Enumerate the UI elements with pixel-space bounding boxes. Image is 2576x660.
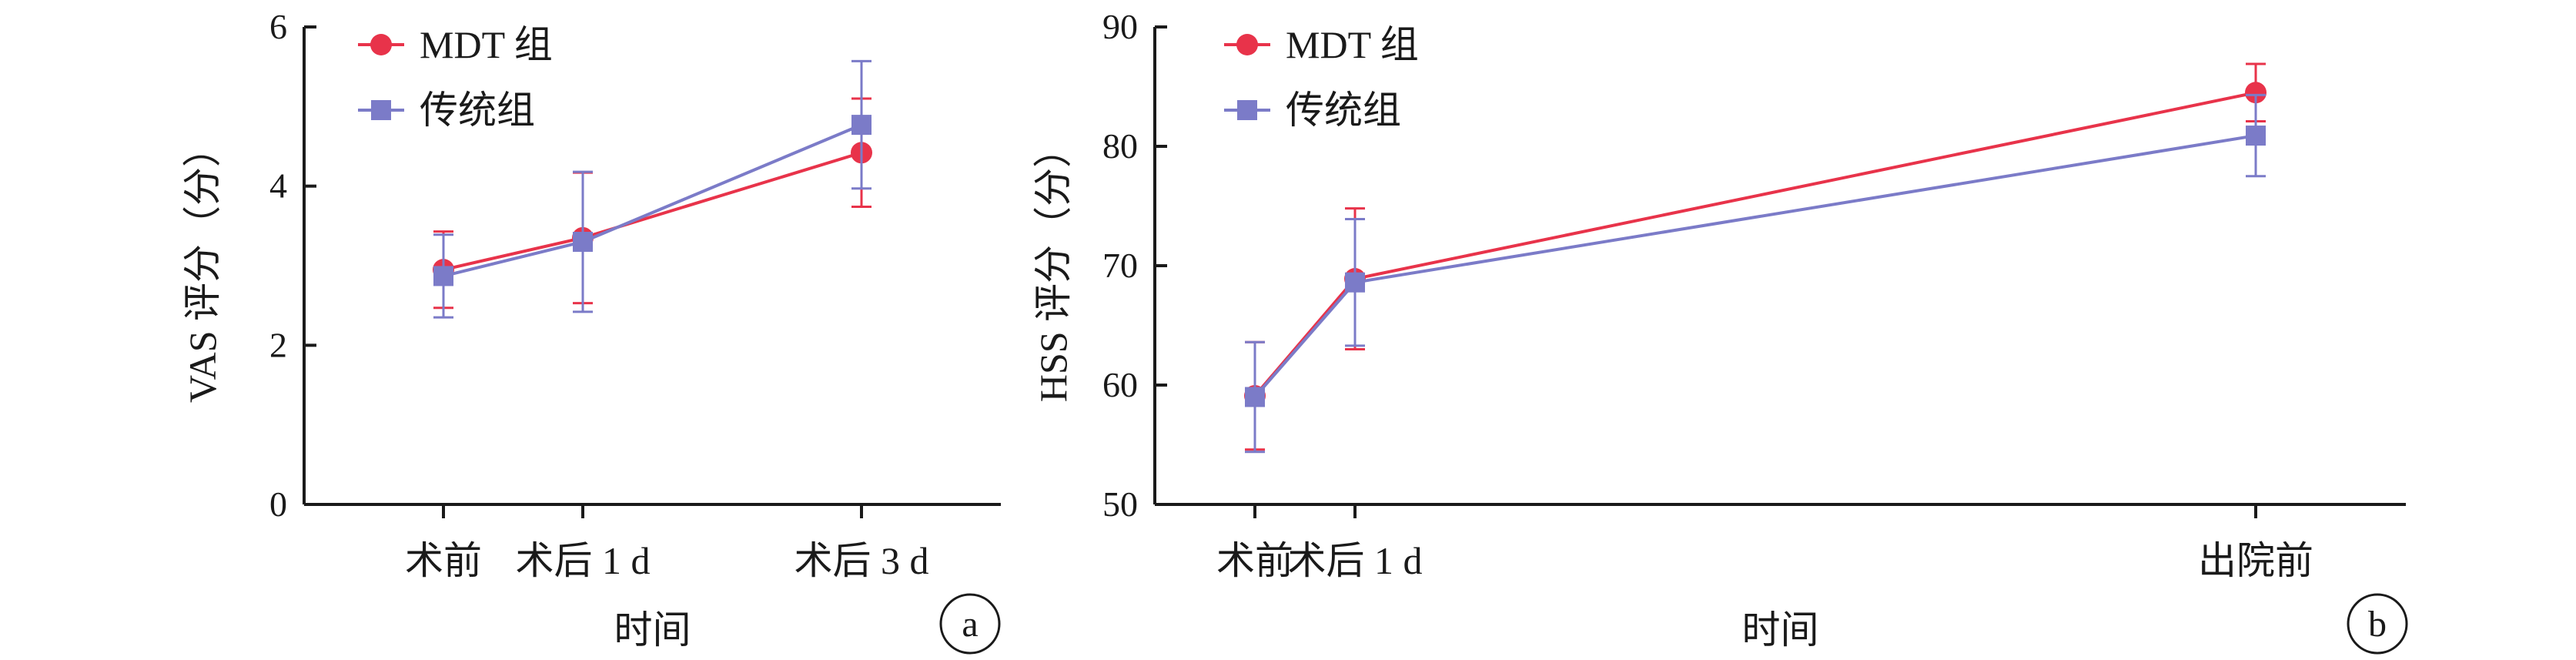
legend-label: MDT 组 <box>1286 23 1419 66</box>
series-traditional <box>1245 93 2266 454</box>
x-tick-label: 术后 3 d <box>795 539 929 582</box>
legend-item: 传统组 <box>358 89 535 132</box>
x-tick-label: 术后 1 d <box>1288 539 1423 582</box>
y-tick-label: 6 <box>269 7 287 46</box>
series-traditional <box>433 59 871 319</box>
data-point <box>1345 272 1365 293</box>
data-point <box>2246 126 2266 146</box>
x-tick-label: 术前 <box>1216 539 1293 582</box>
panel-letter: b <box>2368 604 2387 645</box>
x-tick-label: 出院前 <box>2198 539 2313 582</box>
legend-label: 传统组 <box>1286 89 1401 132</box>
legend-marker <box>1236 34 1258 55</box>
y-tick-label: 90 <box>1102 7 1138 46</box>
y-tick-label: 80 <box>1102 126 1138 166</box>
y-tick-label: 60 <box>1102 365 1138 404</box>
data-point <box>1245 387 1265 407</box>
x-axis-title: 时间 <box>614 608 691 652</box>
x-tick-label: 术前 <box>405 539 482 582</box>
data-point <box>573 232 593 252</box>
y-tick-label: 50 <box>1102 484 1138 524</box>
data-point <box>433 266 453 286</box>
data-point <box>2245 82 2267 104</box>
y-axis-title: HSS 评分（分） <box>1032 129 1075 402</box>
legend-marker <box>1237 100 1257 120</box>
series-line <box>1253 134 2257 398</box>
y-tick-label: 70 <box>1102 246 1138 285</box>
x-axis-title: 时间 <box>1742 608 1819 652</box>
y-axis-title: VAS 评分（分） <box>181 129 224 403</box>
panel-letter-circle <box>939 593 1001 655</box>
y-tick-label: 4 <box>269 166 287 206</box>
panel-letter-circle <box>2347 593 2408 655</box>
data-point <box>851 115 871 136</box>
panel-letter: a <box>962 604 978 645</box>
y-tick-label: 0 <box>269 484 287 524</box>
legend-item: 传统组 <box>1224 89 1401 132</box>
legend-item: MDT 组 <box>1224 23 1419 66</box>
legend-label: MDT 组 <box>420 23 553 66</box>
series-line <box>1253 91 2257 397</box>
legend-marker <box>371 100 391 120</box>
x-tick-label: 术后 1 d <box>516 539 651 582</box>
legend-marker <box>370 34 392 55</box>
legend-label: 传统组 <box>420 89 535 132</box>
legend-item: MDT 组 <box>358 23 553 66</box>
series-line <box>443 123 862 278</box>
y-tick-label: 2 <box>269 325 287 364</box>
